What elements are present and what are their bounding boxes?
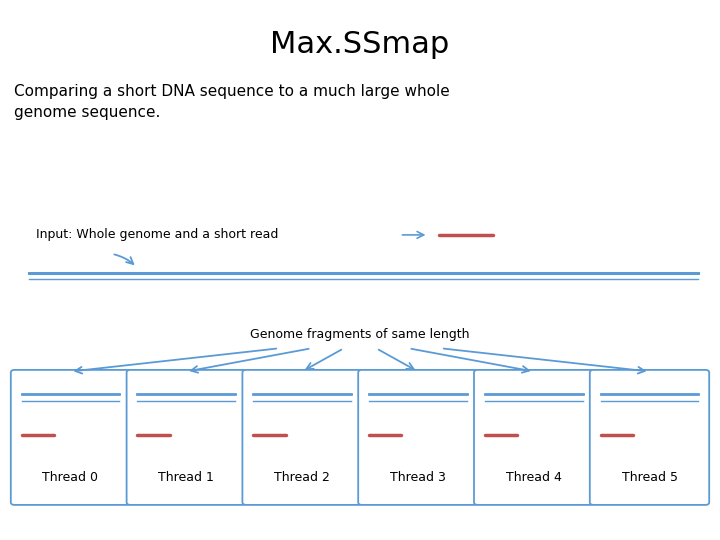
- FancyBboxPatch shape: [474, 370, 593, 505]
- FancyBboxPatch shape: [243, 370, 361, 505]
- FancyBboxPatch shape: [11, 370, 130, 505]
- Text: Thread 2: Thread 2: [274, 471, 330, 484]
- Text: Thread 4: Thread 4: [505, 471, 562, 484]
- FancyBboxPatch shape: [127, 370, 246, 505]
- Text: Input: Whole genome and a short read: Input: Whole genome and a short read: [36, 228, 279, 241]
- Text: Thread 5: Thread 5: [621, 471, 678, 484]
- Text: Max.SSmap: Max.SSmap: [271, 30, 449, 59]
- Text: Thread 0: Thread 0: [42, 471, 99, 484]
- Text: Thread 3: Thread 3: [390, 471, 446, 484]
- FancyBboxPatch shape: [358, 370, 477, 505]
- Text: Comparing a short DNA sequence to a much large whole
genome sequence.: Comparing a short DNA sequence to a much…: [14, 84, 450, 120]
- Text: Genome fragments of same length: Genome fragments of same length: [251, 328, 469, 341]
- Text: Thread 1: Thread 1: [158, 471, 215, 484]
- FancyBboxPatch shape: [590, 370, 709, 505]
